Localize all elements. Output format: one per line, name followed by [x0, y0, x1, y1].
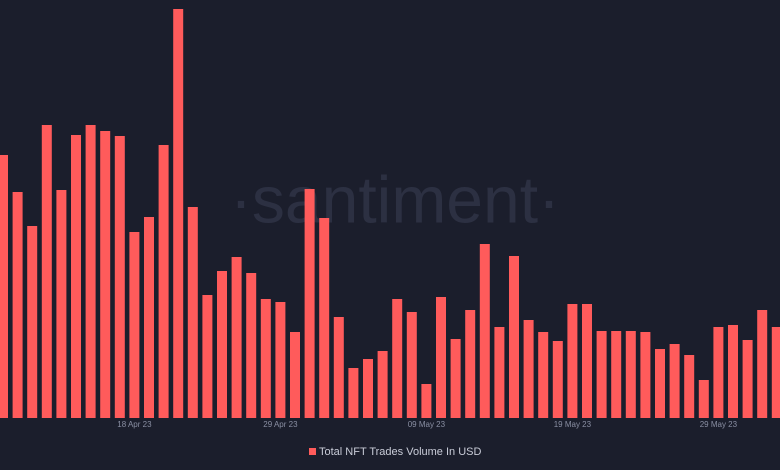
bar — [187, 207, 198, 418]
bar — [698, 380, 709, 418]
bar — [41, 125, 52, 418]
legend-label: Total NFT Trades Volume In USD — [319, 446, 481, 458]
bar — [27, 226, 38, 418]
bar — [173, 9, 184, 418]
bar — [421, 384, 432, 418]
bar — [625, 331, 636, 418]
bar — [85, 125, 96, 418]
bar — [348, 368, 359, 418]
bar — [742, 340, 753, 418]
bar — [392, 299, 403, 418]
bar — [436, 297, 446, 418]
bar — [596, 331, 607, 418]
bar — [509, 256, 519, 418]
bar — [304, 189, 315, 418]
bar — [100, 131, 111, 418]
bar — [363, 359, 373, 418]
bar — [377, 351, 388, 418]
bar — [640, 332, 651, 418]
bar — [202, 295, 213, 418]
bar — [582, 304, 592, 418]
watermark: ·santiment· — [230, 162, 560, 236]
bar — [757, 310, 768, 418]
bar — [290, 332, 300, 418]
bar — [771, 327, 780, 418]
bar — [246, 273, 257, 418]
x-tick-label: 19 May 23 — [554, 420, 592, 429]
bar — [114, 136, 125, 418]
bar — [713, 327, 724, 418]
bar — [217, 271, 227, 418]
bar — [523, 320, 534, 418]
x-tick-label: 18 Apr 23 — [117, 420, 152, 429]
bar — [728, 325, 738, 418]
bar — [406, 312, 417, 418]
bar — [494, 327, 505, 418]
bar — [144, 217, 154, 418]
bar — [319, 218, 330, 418]
bar — [479, 244, 490, 418]
bar — [275, 302, 286, 418]
x-tick-label: 09 May 23 — [408, 420, 446, 429]
bar — [567, 304, 578, 418]
bar — [450, 339, 461, 418]
bar — [129, 232, 140, 418]
x-tick-label: 29 May 23 — [700, 420, 738, 429]
bar — [611, 331, 622, 418]
bar — [260, 299, 271, 418]
bar — [655, 349, 665, 418]
bar — [465, 310, 476, 418]
bar — [12, 192, 23, 418]
bar — [538, 332, 549, 418]
bar — [333, 317, 344, 418]
bar — [552, 341, 563, 418]
bar — [684, 355, 695, 418]
bar — [56, 190, 67, 418]
legend-swatch — [309, 448, 316, 455]
x-tick-label: 29 Apr 23 — [263, 420, 298, 429]
bar — [71, 135, 81, 418]
bar — [669, 344, 680, 418]
bar — [0, 155, 8, 418]
bar — [231, 257, 242, 418]
bar — [158, 145, 169, 418]
